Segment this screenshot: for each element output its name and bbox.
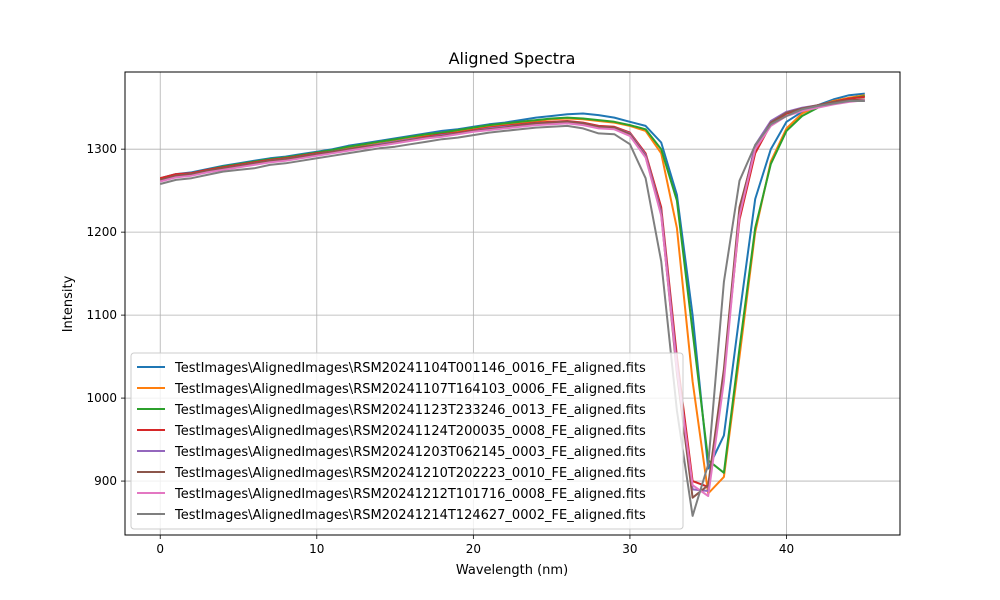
y-axis-label: Intensity: [61, 275, 76, 332]
x-tick-label: 0: [156, 542, 164, 556]
y-tick-label: 900: [94, 474, 117, 488]
y-tick-label: 1200: [86, 225, 117, 239]
series-line-8: [159, 100, 865, 517]
legend-label: TestImages\AlignedImages\RSM20241107T164…: [174, 382, 646, 397]
x-axis-label: Wavelength (nm): [456, 563, 568, 578]
y-tick-label: 1000: [86, 391, 117, 405]
x-tick-label: 10: [309, 542, 324, 556]
x-tick-label: 20: [466, 542, 481, 556]
legend-box: [130, 352, 684, 530]
legend-label: TestImages\AlignedImages\RSM20241212T101…: [174, 487, 646, 502]
plot-frame: [124, 71, 901, 536]
legend-label: TestImages\AlignedImages\RSM20241214T124…: [174, 508, 646, 523]
legend-label: TestImages\AlignedImages\RSM20241123T233…: [174, 403, 646, 418]
chart-title: Aligned Spectra: [449, 49, 576, 68]
x-tick-label: 40: [779, 542, 794, 556]
series-lines: [159, 92, 865, 517]
x-tick-label: 30: [622, 542, 637, 556]
series-line-7: [159, 99, 865, 497]
axis-ticks: 0 10 20 30 40 900 1000 1100 1200 1300: [86, 142, 794, 556]
y-tick-label: 1300: [86, 142, 117, 156]
legend-label: TestImages\AlignedImages\RSM20241124T200…: [174, 424, 646, 439]
legend-label: TestImages\AlignedImages\RSM20241104T001…: [174, 361, 646, 376]
legend-label: TestImages\AlignedImages\RSM20241203T062…: [174, 445, 646, 460]
legend-label: TestImages\AlignedImages\RSM20241210T202…: [174, 466, 646, 481]
y-tick-label: 1100: [86, 308, 117, 322]
legend: TestImages\AlignedImages\RSM20241104T001…: [130, 352, 684, 530]
